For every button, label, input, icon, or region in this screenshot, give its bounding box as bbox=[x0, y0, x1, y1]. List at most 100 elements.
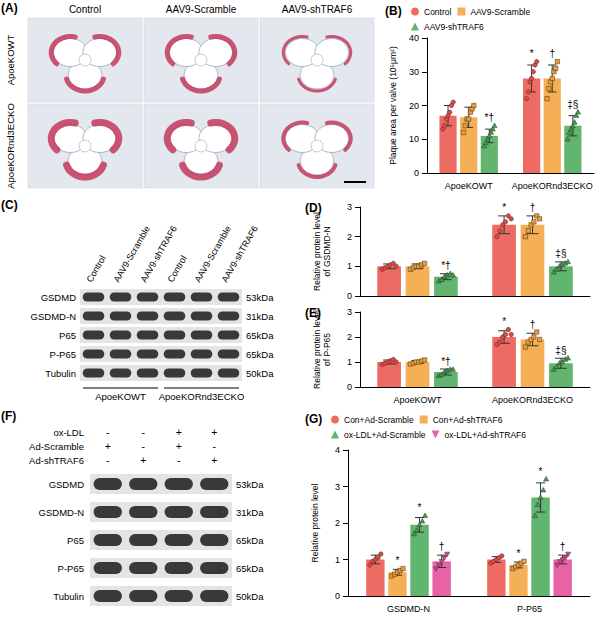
svg-text:Ad-shTRAF6: Ad-shTRAF6 bbox=[29, 455, 84, 466]
svg-text:ApoeKOWT: ApoeKOWT bbox=[445, 181, 494, 191]
svg-text:65kDa: 65kDa bbox=[236, 563, 264, 574]
svg-text:30: 30 bbox=[409, 67, 419, 77]
svg-text:65kDa: 65kDa bbox=[236, 535, 264, 546]
svg-text:0: 0 bbox=[347, 382, 352, 392]
svg-text:‡§: ‡§ bbox=[555, 248, 566, 259]
svg-text:Relative protein level: Relative protein level bbox=[312, 310, 322, 389]
svg-text:Control: Control bbox=[166, 254, 189, 284]
svg-text:GSDMD-N: GSDMD-N bbox=[31, 311, 77, 322]
svg-text:*: * bbox=[502, 316, 506, 327]
svg-text:AAV9-shTRAF6: AAV9-shTRAF6 bbox=[424, 22, 484, 32]
svg-text:‡§: ‡§ bbox=[555, 345, 566, 356]
svg-text:Control: Control bbox=[424, 7, 452, 17]
svg-text:2: 2 bbox=[347, 232, 352, 242]
svg-text:50kDa: 50kDa bbox=[236, 591, 264, 602]
svg-text:Con+Ad-shTRAF6: Con+Ad-shTRAF6 bbox=[433, 415, 503, 425]
svg-text:+: + bbox=[176, 426, 182, 438]
svg-text:GSDMD: GSDMD bbox=[49, 479, 85, 490]
svg-text:AAV9-Scramble: AAV9-Scramble bbox=[166, 4, 237, 15]
svg-text:Plaque area per valve (10⁵μm²): Plaque area per valve (10⁵μm²) bbox=[388, 46, 398, 165]
svg-text:ox-LDL+Ad-shTRAF6: ox-LDL+Ad-shTRAF6 bbox=[444, 430, 526, 440]
svg-text:(A): (A) bbox=[1, 1, 18, 15]
svg-text:GSDMD: GSDMD bbox=[41, 292, 77, 303]
svg-text:ApoeKOWT: ApoeKOWT bbox=[95, 391, 146, 402]
svg-text:50kDa: 50kDa bbox=[246, 368, 274, 379]
svg-text:53kDa: 53kDa bbox=[246, 292, 274, 303]
svg-text:-: - bbox=[142, 426, 146, 438]
svg-text:1: 1 bbox=[335, 555, 340, 565]
svg-text:†: † bbox=[530, 202, 536, 213]
svg-text:2: 2 bbox=[347, 332, 352, 342]
svg-text:31kDa: 31kDa bbox=[236, 507, 264, 518]
svg-text:P65: P65 bbox=[59, 330, 76, 341]
svg-text:53kDa: 53kDa bbox=[236, 479, 264, 490]
svg-text:P-P65: P-P65 bbox=[58, 563, 84, 574]
svg-text:P-P65: P-P65 bbox=[50, 349, 76, 360]
svg-text:Tubulin: Tubulin bbox=[45, 368, 76, 379]
svg-text:+: + bbox=[176, 440, 182, 452]
svg-text:ApoeKORnd3ECKO: ApoeKORnd3ECKO bbox=[512, 181, 593, 191]
svg-text:†: † bbox=[549, 48, 555, 59]
svg-text:ApoeKORnd3ECKO: ApoeKORnd3ECKO bbox=[159, 391, 245, 402]
svg-text:+: + bbox=[211, 454, 217, 466]
svg-text:(G): (G) bbox=[305, 412, 322, 426]
svg-text:Tubulin: Tubulin bbox=[53, 591, 84, 602]
svg-text:GSDMD-N: GSDMD-N bbox=[387, 604, 430, 614]
svg-text:4: 4 bbox=[335, 445, 340, 455]
svg-text:*: * bbox=[395, 555, 399, 566]
svg-text:-: - bbox=[106, 426, 110, 438]
svg-text:GSDMD-N: GSDMD-N bbox=[39, 507, 85, 518]
svg-text:(F): (F) bbox=[1, 409, 16, 423]
svg-text:AAV9-Scramble: AAV9-Scramble bbox=[470, 7, 530, 17]
svg-text:ox-LDL+Ad-Scramble: ox-LDL+Ad-Scramble bbox=[344, 430, 426, 440]
svg-text:10: 10 bbox=[409, 134, 419, 144]
svg-text:ox-LDL: ox-LDL bbox=[53, 427, 84, 438]
svg-text:Con+Ad-Scramble: Con+Ad-Scramble bbox=[344, 415, 414, 425]
svg-text:+: + bbox=[105, 440, 111, 452]
svg-text:2: 2 bbox=[335, 518, 340, 528]
svg-text:Relative protein level: Relative protein level bbox=[310, 483, 320, 562]
svg-text:*: * bbox=[502, 202, 506, 213]
svg-text:*: * bbox=[530, 48, 534, 59]
svg-text:(C): (C) bbox=[1, 198, 18, 212]
svg-text:ApoeKOWT: ApoeKOWT bbox=[5, 34, 16, 85]
svg-text:P65: P65 bbox=[67, 535, 84, 546]
svg-text:Ad-Scramble: Ad-Scramble bbox=[29, 441, 84, 452]
svg-text:†: † bbox=[439, 541, 445, 552]
svg-text:*: * bbox=[539, 466, 543, 477]
svg-text:65kDa: 65kDa bbox=[246, 349, 274, 360]
svg-text:ApoeKORnd3ECKO: ApoeKORnd3ECKO bbox=[492, 395, 573, 405]
svg-text:*†: *† bbox=[441, 260, 450, 271]
svg-text:*: * bbox=[418, 502, 422, 513]
svg-text:40: 40 bbox=[409, 33, 419, 43]
svg-text:*†: *† bbox=[441, 356, 450, 367]
svg-text:AAV9-shTRAF6: AAV9-shTRAF6 bbox=[282, 4, 353, 15]
svg-text:0: 0 bbox=[414, 168, 419, 178]
svg-text:0: 0 bbox=[335, 591, 340, 601]
svg-text:+: + bbox=[140, 454, 146, 466]
svg-text:31kDa: 31kDa bbox=[246, 311, 274, 322]
svg-text:(D): (D) bbox=[305, 201, 322, 215]
svg-text:*†: *† bbox=[485, 112, 494, 123]
svg-text:1: 1 bbox=[347, 261, 352, 271]
svg-text:65kDa: 65kDa bbox=[246, 330, 274, 341]
svg-text:*: * bbox=[516, 548, 520, 559]
svg-text:3: 3 bbox=[335, 482, 340, 492]
svg-text:0: 0 bbox=[347, 291, 352, 301]
svg-text:-: - bbox=[142, 440, 146, 452]
svg-text:P-P65: P-P65 bbox=[517, 604, 542, 614]
svg-text:3: 3 bbox=[347, 307, 352, 317]
svg-text:†: † bbox=[530, 319, 536, 330]
svg-text:Relative protein level: Relative protein level bbox=[312, 212, 322, 291]
svg-text:1: 1 bbox=[347, 357, 352, 367]
svg-text:(E): (E) bbox=[305, 306, 321, 320]
svg-text:20: 20 bbox=[409, 101, 419, 111]
svg-text:Control: Control bbox=[85, 254, 108, 284]
svg-text:3: 3 bbox=[347, 202, 352, 212]
svg-text:‡§: ‡§ bbox=[567, 99, 578, 110]
svg-text:Control: Control bbox=[69, 4, 101, 15]
svg-text:of GSDMD-N: of GSDMD-N bbox=[322, 226, 332, 276]
svg-text:ApoeKOWT: ApoeKOWT bbox=[393, 395, 442, 405]
svg-text:-: - bbox=[177, 454, 181, 466]
svg-text:-: - bbox=[106, 454, 110, 466]
